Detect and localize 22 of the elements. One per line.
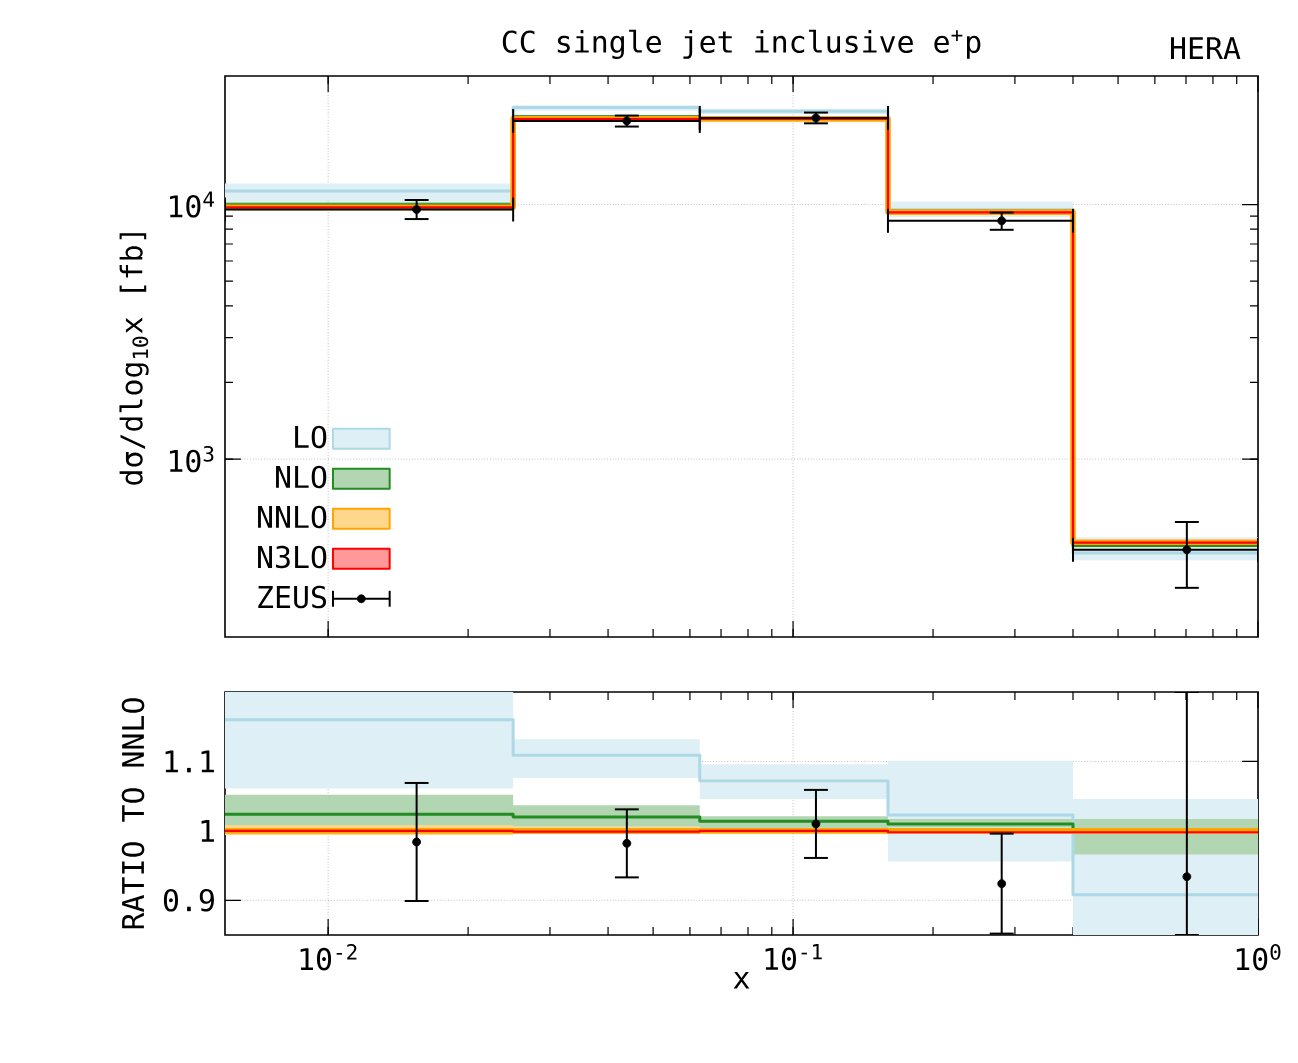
y-tick-label: 10$^{3}$ [169, 445, 214, 473]
x-tick-label: 10$^{0}$ [1236, 944, 1281, 971]
point [622, 838, 632, 848]
legend-label: ZEUS [258, 585, 327, 609]
legend-label: NLO [276, 465, 327, 489]
point [997, 216, 1007, 226]
legend-label: N3LO [258, 545, 327, 569]
chart-title: CC single jet inclusive e$^{+}$p [502, 29, 981, 59]
text: HERA [1171, 37, 1241, 59]
x-axis-title: x [733, 972, 750, 989]
point [811, 819, 821, 829]
legend-label: NNLO [258, 505, 327, 529]
y-tick-label: 1.1 [165, 750, 214, 773]
y-axis-title: RATIO TO NNLO [121, 698, 145, 929]
y-tick-label: 10$^{4}$ [169, 191, 214, 218]
x-tick-label: 10$^{-1}$ [765, 944, 822, 971]
point [997, 879, 1007, 889]
y-tick-label: 0.9 [163, 888, 214, 912]
y-tick-label: 1 [201, 819, 214, 842]
x-tick-label: 10$^{-2}$ [300, 944, 357, 971]
legend-label: LO [295, 425, 327, 449]
y-axis-title: dσ/dlog$_{10}$x [fb] [119, 233, 149, 485]
